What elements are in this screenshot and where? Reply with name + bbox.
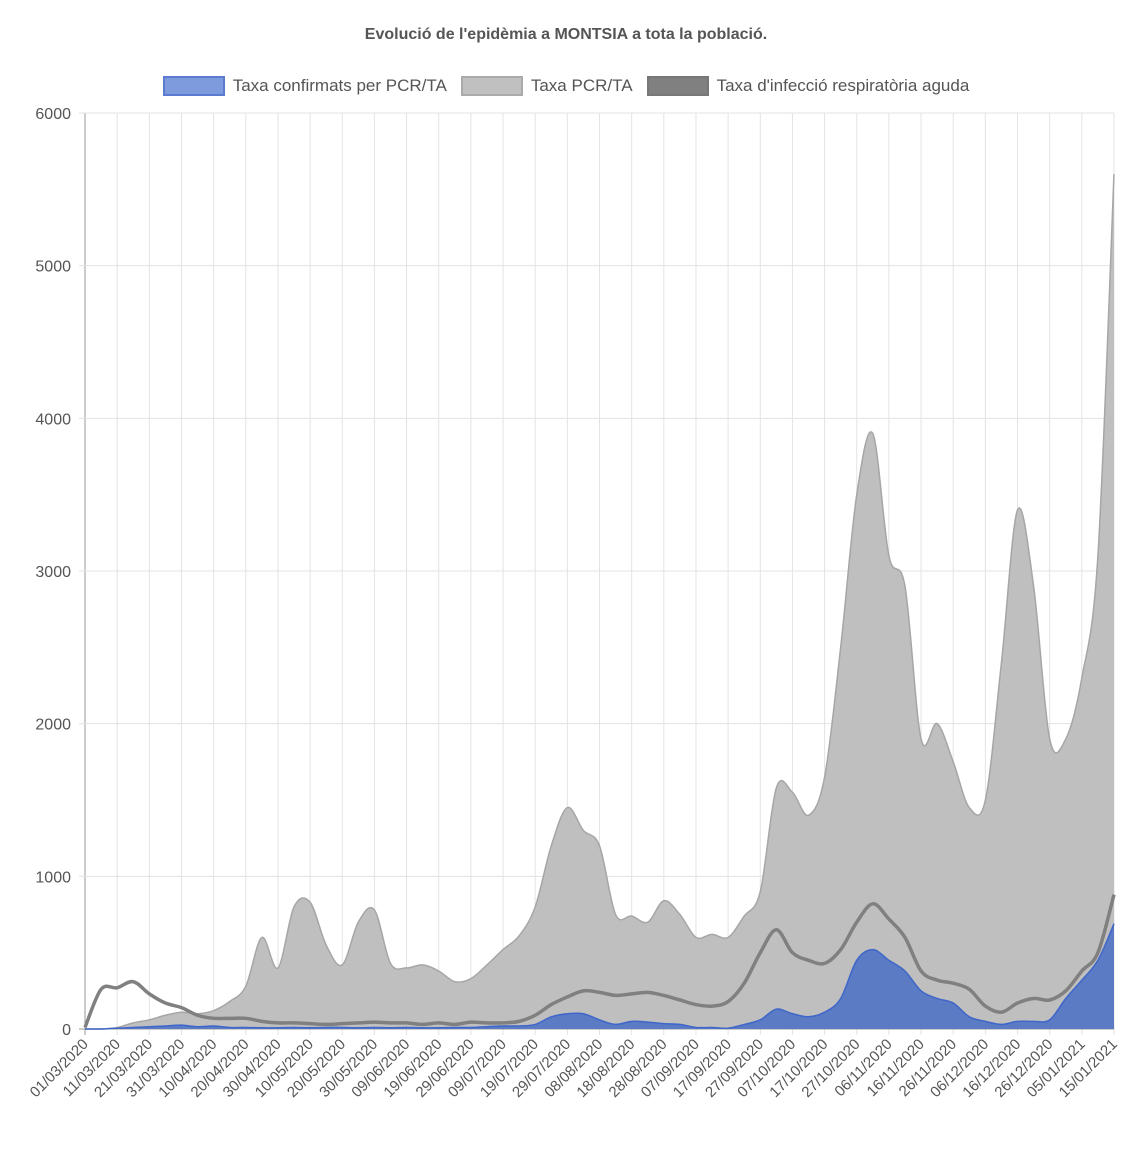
chart-title: Evolució de l'epidèmia a MONTSIA a tota … <box>364 26 768 43</box>
y-tick-label: 6000 <box>35 106 71 123</box>
y-tick-label: 4000 <box>35 411 71 428</box>
legend: Taxa confirmats per PCR/TA Taxa PCR/TA T… <box>0 76 1132 96</box>
legend-item-pcr[interactable]: Taxa PCR/TA <box>460 76 633 96</box>
legend-item-confirmed[interactable]: Taxa confirmats per PCR/TA <box>162 76 447 96</box>
y-tick-label: 2000 <box>35 717 71 734</box>
legend-swatch <box>162 76 225 96</box>
legend-label: Taxa confirmats per PCR/TA <box>232 76 447 95</box>
legend-swatch <box>646 76 709 96</box>
legend-label: Taxa d'infecció respiratòria aguda <box>716 76 970 95</box>
area-border-taxa-confirmats-per-pcr-ta <box>85 923 1115 1030</box>
area-taxa-confirmats-per-pcr-ta <box>85 923 1114 1029</box>
y-tick-label: 5000 <box>35 259 71 276</box>
line-taxa-d-infecci-respirat-ria-aguda <box>83 894 1116 1029</box>
legend-item-ira[interactable]: Taxa d'infecció respiratòria aguda <box>646 76 970 96</box>
y-tick-label: 1000 <box>35 869 71 886</box>
area-border-taxa-pcr-ta <box>85 174 1115 1030</box>
legend-swatch <box>460 76 523 96</box>
area-taxa-pcr-ta <box>85 174 1114 1030</box>
y-tick-label: 0 <box>62 1022 71 1039</box>
y-tick-label: 3000 <box>35 564 71 581</box>
legend-label: Taxa PCR/TA <box>530 76 633 95</box>
